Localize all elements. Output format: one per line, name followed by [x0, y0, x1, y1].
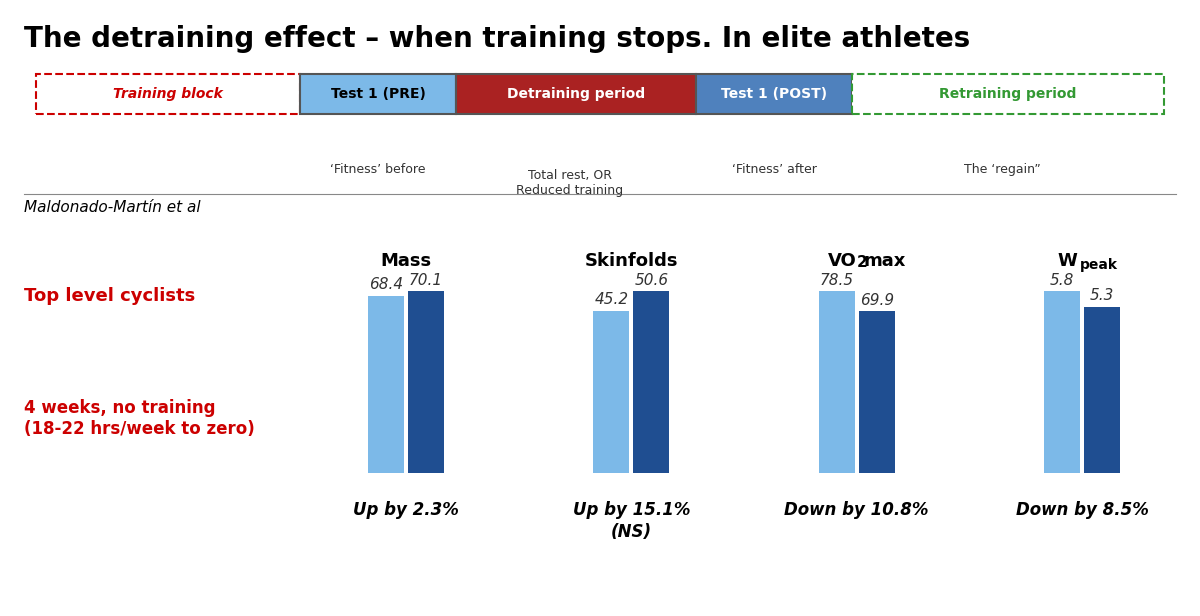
Text: 78.5: 78.5 — [820, 273, 853, 288]
Bar — [408, 291, 444, 472]
Text: W: W — [1057, 251, 1076, 270]
Text: max: max — [864, 251, 906, 270]
Text: 5.8: 5.8 — [1050, 273, 1074, 288]
Text: Test 1 (POST): Test 1 (POST) — [721, 87, 827, 101]
Text: Mass: Mass — [380, 251, 432, 270]
Text: Top level cyclists: Top level cyclists — [24, 286, 196, 305]
Text: Down by 10.8%: Down by 10.8% — [785, 501, 929, 519]
Text: VO: VO — [828, 251, 857, 270]
Bar — [634, 291, 670, 472]
Text: 68.4: 68.4 — [368, 277, 403, 292]
Text: The detraining effect – when training stops. In elite athletes: The detraining effect – when training st… — [24, 25, 971, 52]
Text: 2: 2 — [857, 254, 868, 270]
Text: Up by 2.3%: Up by 2.3% — [353, 501, 458, 519]
Text: Training block: Training block — [113, 87, 223, 101]
Text: peak: peak — [1080, 258, 1118, 272]
Text: ‘Fitness’ after: ‘Fitness’ after — [732, 163, 816, 176]
Text: The ‘regain”: The ‘regain” — [964, 163, 1040, 176]
Text: 4 weeks, no training
(18-22 hrs/week to zero): 4 weeks, no training (18-22 hrs/week to … — [24, 400, 254, 438]
Text: 45.2: 45.2 — [594, 292, 629, 307]
Text: ‘Fitness’ before: ‘Fitness’ before — [330, 163, 426, 176]
Text: Maldonado-Martín et al: Maldonado-Martín et al — [24, 200, 200, 215]
Bar — [818, 291, 854, 472]
Bar — [1084, 307, 1120, 472]
Bar — [368, 296, 404, 472]
Text: Up by 15.1%: Up by 15.1% — [572, 501, 690, 519]
Text: (NS): (NS) — [611, 523, 652, 541]
Bar — [1044, 291, 1080, 472]
Text: Skinfolds: Skinfolds — [584, 251, 678, 270]
Text: Down by 8.5%: Down by 8.5% — [1015, 501, 1148, 519]
Bar — [594, 310, 629, 472]
Text: Test 1 (PRE): Test 1 (PRE) — [330, 87, 426, 101]
Text: Retraining period: Retraining period — [940, 87, 1076, 101]
Text: Total rest, OR
Reduced training: Total rest, OR Reduced training — [516, 169, 624, 197]
Text: 70.1: 70.1 — [409, 273, 443, 288]
Text: 69.9: 69.9 — [859, 293, 894, 307]
Bar — [859, 311, 894, 472]
Text: 5.3: 5.3 — [1090, 288, 1115, 303]
Text: 50.6: 50.6 — [635, 273, 668, 288]
Text: Detraining period: Detraining period — [506, 87, 646, 101]
